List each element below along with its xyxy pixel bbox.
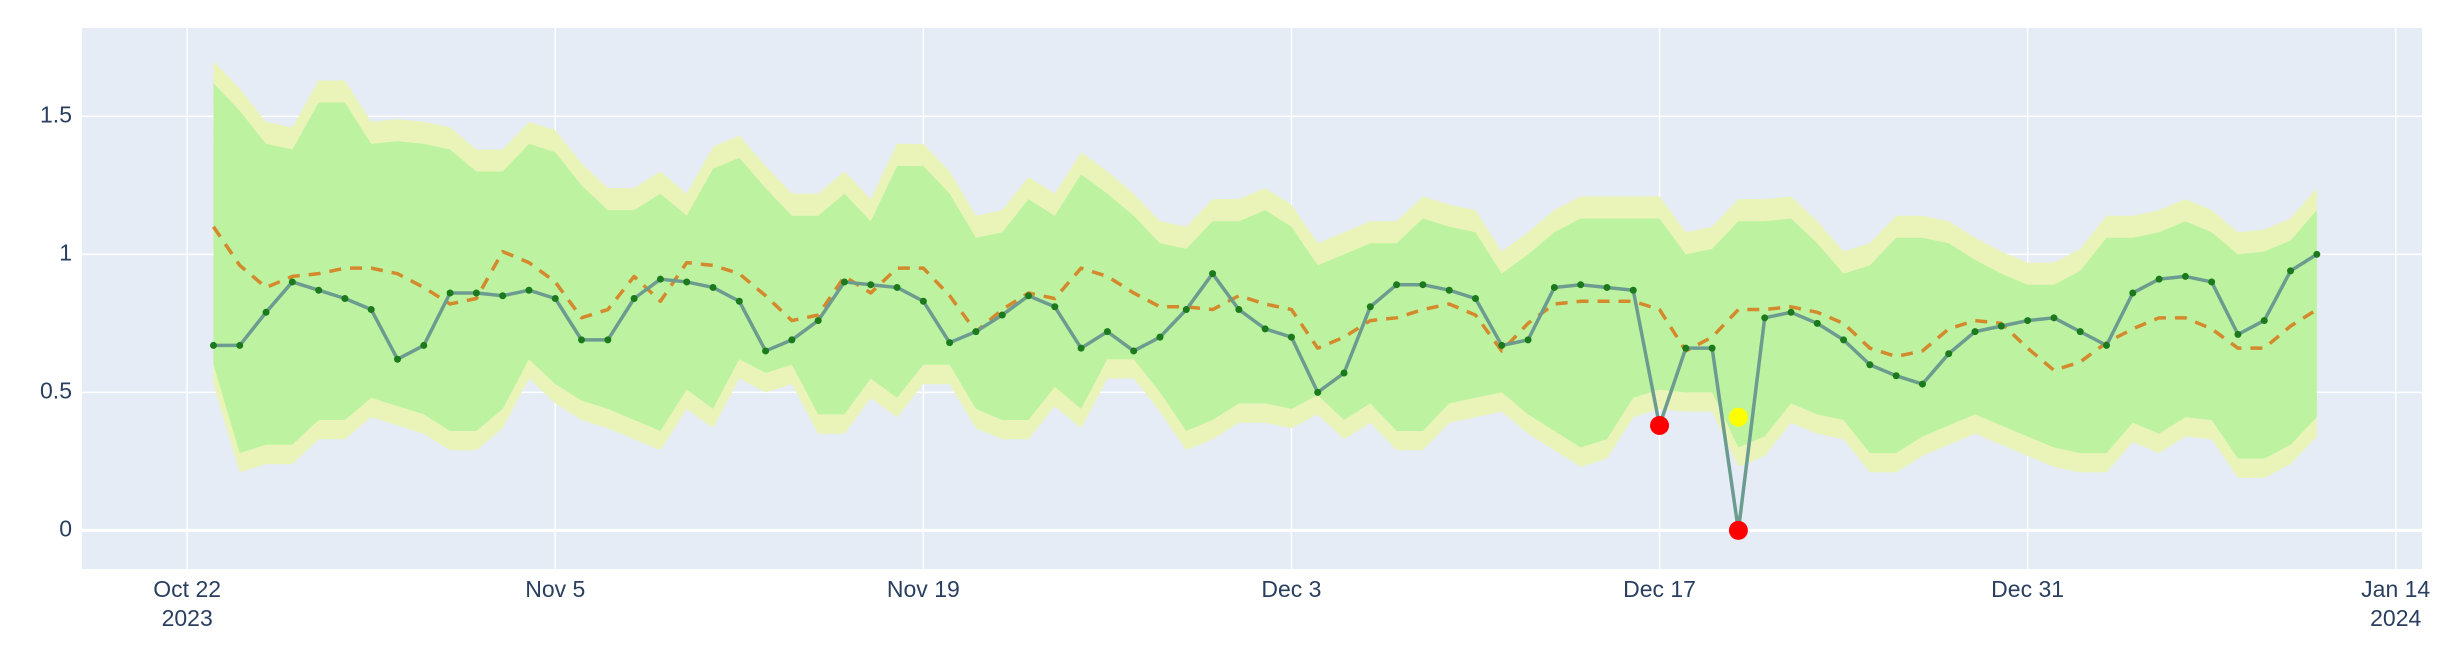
value-point <box>394 355 402 363</box>
value-point <box>1918 380 1926 388</box>
value-point <box>288 278 296 286</box>
x-tick-label: Dec 17 <box>1623 576 1696 602</box>
value-point <box>656 275 664 283</box>
x-tick-label: Jan 14 <box>2361 576 2430 602</box>
value-point <box>341 295 349 302</box>
value-point <box>1025 292 1033 300</box>
value-point <box>472 289 480 297</box>
value-point <box>867 281 875 289</box>
value-point <box>1997 322 2005 330</box>
value-point <box>2313 250 2321 258</box>
value-point <box>1130 347 1138 355</box>
value-point <box>604 336 612 344</box>
value-point <box>2076 328 2084 336</box>
y-tick-label: 0.5 <box>40 377 72 403</box>
value-point <box>2181 272 2189 280</box>
value-point <box>2102 341 2110 349</box>
value-point <box>1393 281 1401 289</box>
value-point <box>446 289 454 297</box>
x-tick-label: Nov 19 <box>887 576 960 602</box>
value-point <box>1077 344 1085 352</box>
value-point <box>2155 275 2163 283</box>
value-point <box>1761 314 1769 322</box>
value-point <box>840 278 848 286</box>
value-point <box>2208 278 2216 286</box>
x-tick-label: Dec 31 <box>1991 576 2064 602</box>
x-tick-year: 2024 <box>2370 605 2421 631</box>
value-point <box>1813 319 1821 327</box>
value-point <box>1708 344 1716 352</box>
value-point <box>1182 306 1190 314</box>
value-point <box>683 278 691 286</box>
anomaly-point <box>1650 415 1670 435</box>
band <box>213 83 2317 459</box>
value-point <box>1261 325 1269 333</box>
x-tick-label: Dec 3 <box>1261 576 1321 602</box>
value-point <box>919 297 927 305</box>
value-point <box>525 286 533 294</box>
value-point <box>315 286 323 294</box>
value-point <box>262 308 270 316</box>
value-point <box>1550 283 1558 291</box>
value-point <box>788 336 796 344</box>
value-point <box>762 347 770 355</box>
x-tick-label: Oct 22 <box>153 576 221 602</box>
x-tick-year: 2023 <box>162 605 213 631</box>
value-point <box>946 339 954 347</box>
value-point <box>893 283 901 291</box>
value-point <box>1892 372 1900 380</box>
forecast-line <box>212 225 2318 373</box>
value-point <box>1524 336 1532 344</box>
value-point <box>1498 341 1506 349</box>
value-point <box>1235 306 1243 314</box>
value-point <box>814 317 822 325</box>
value-point <box>1419 281 1427 289</box>
value-point <box>1103 328 1111 336</box>
value-point <box>972 328 980 336</box>
anomaly-point <box>1728 407 1748 427</box>
value-point <box>236 341 244 349</box>
value-point <box>1971 328 1979 336</box>
value-point <box>735 297 743 305</box>
y-tick-label: 1.5 <box>40 101 72 127</box>
value-point <box>1840 336 1848 344</box>
value-point <box>2260 317 2268 325</box>
value-point <box>1156 333 1164 341</box>
value-point <box>1445 286 1453 294</box>
value-point <box>998 311 1006 319</box>
value-point <box>1629 286 1637 294</box>
value-point <box>2234 330 2242 338</box>
value-point <box>578 336 586 344</box>
value-point <box>1787 308 1795 316</box>
value-point <box>420 341 428 349</box>
value-point <box>709 283 717 291</box>
value-point <box>1366 303 1374 311</box>
value-point <box>1340 369 1348 377</box>
y-tick-label: 1 <box>59 239 72 265</box>
value-point <box>551 295 559 302</box>
value-point <box>1209 270 1217 278</box>
value-point <box>1603 283 1611 291</box>
value-point <box>2287 267 2295 275</box>
value-point <box>1051 303 1059 311</box>
x-tick-label: Nov 5 <box>525 576 585 602</box>
value-point <box>2050 314 2058 322</box>
value-point <box>1287 333 1295 341</box>
value-point <box>1314 388 1322 396</box>
value-point <box>2129 289 2137 297</box>
value-point <box>2024 317 2032 325</box>
value-point <box>1577 281 1585 289</box>
value-point <box>630 295 638 302</box>
value-point <box>209 341 217 349</box>
value-point <box>1866 361 1874 369</box>
value-point <box>1682 344 1690 352</box>
anomaly-point <box>1728 520 1748 540</box>
value-point <box>1945 350 1953 358</box>
value-point <box>1471 295 1479 302</box>
value-point <box>367 306 375 314</box>
y-tick-label: 0 <box>59 515 72 541</box>
value-point <box>499 292 507 300</box>
